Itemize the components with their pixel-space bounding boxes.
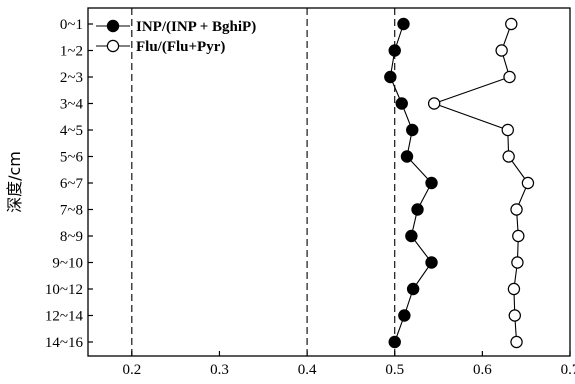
flu-point-2 xyxy=(503,70,516,84)
y-tick-label: 0~1 xyxy=(60,17,83,33)
inp-point-12 xyxy=(388,335,401,349)
y-tick-label: 8~9 xyxy=(60,229,83,245)
x-tick-label: 0.4 xyxy=(298,362,317,378)
flu-point-10 xyxy=(507,282,521,296)
inp-point-2 xyxy=(384,70,397,84)
inp-point-0 xyxy=(397,17,410,31)
y-axis-title: 深度/cm xyxy=(5,151,24,213)
y-tick-label: 4~5 xyxy=(60,123,83,139)
inp-point-11 xyxy=(398,309,411,322)
flu-point-4 xyxy=(501,123,514,137)
y-tick-label: 12~14 xyxy=(45,309,84,325)
flu-point-7 xyxy=(510,203,523,216)
y-tick-label: 6~7 xyxy=(60,176,84,192)
inp-point-4 xyxy=(406,123,419,137)
flu-point-9 xyxy=(511,256,524,269)
flu-point-6 xyxy=(521,176,535,190)
inp-point-3 xyxy=(395,97,408,110)
y-tick-label: 14~16 xyxy=(45,335,84,351)
x-tick-label: 0.3 xyxy=(210,362,229,378)
inp-point-7 xyxy=(411,203,424,216)
flu-point-1 xyxy=(495,44,508,57)
inp-point-10 xyxy=(406,282,420,296)
flu-point-3 xyxy=(427,97,441,110)
inp-point-5 xyxy=(400,150,414,163)
y-tick-label: 1~2 xyxy=(60,44,83,60)
x-tick-label: 0.5 xyxy=(385,362,404,378)
y-tick-label: 9~10 xyxy=(52,256,83,272)
flu-point-8 xyxy=(512,229,525,243)
x-tick-label: 0.6 xyxy=(473,362,492,378)
flu-point-0 xyxy=(505,17,518,31)
y-tick-label: 3~4 xyxy=(60,97,84,113)
legend-label-1: Flu/(Flu+Pyr) xyxy=(136,39,225,55)
legend-marker-1 xyxy=(106,39,120,53)
x-tick-label: 0.2 xyxy=(122,362,141,378)
inp-point-6 xyxy=(425,176,438,190)
flu-point-5 xyxy=(502,150,515,163)
plot-frame xyxy=(87,7,571,357)
y-tick-label: 10~12 xyxy=(45,282,83,298)
y-tick-label: 5~6 xyxy=(60,150,84,166)
legend-label-0: INP/(INP + BghiP) xyxy=(136,19,256,35)
inp-point-8 xyxy=(405,229,418,243)
legend-marker-0 xyxy=(106,19,120,33)
flu-point-11 xyxy=(508,309,521,322)
y-tick-label: 2~3 xyxy=(60,70,83,86)
inp-point-9 xyxy=(425,256,438,269)
y-tick-label: 7~8 xyxy=(60,203,83,219)
flu-point-12 xyxy=(510,335,523,349)
x-tick-label: 0.7 xyxy=(561,362,575,378)
inp-point-1 xyxy=(388,44,401,57)
